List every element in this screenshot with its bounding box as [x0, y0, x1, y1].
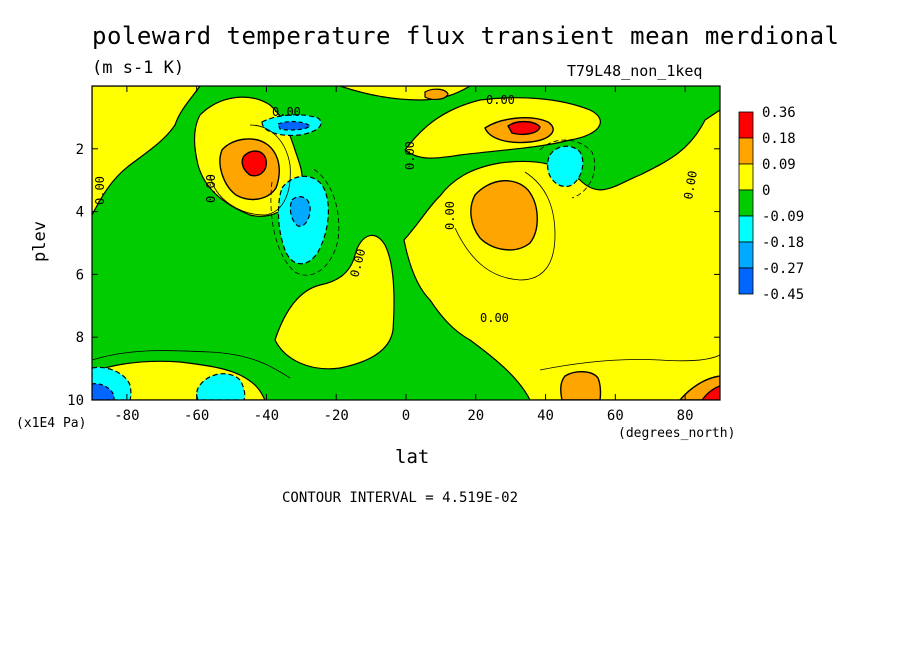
x-axis-label: lat	[395, 446, 430, 468]
colorbar-label: -0.45	[762, 287, 804, 303]
contour-label: 0.00	[403, 141, 417, 170]
red-region-corner	[701, 385, 720, 400]
red-region-nh	[507, 120, 541, 136]
colorbar-label: 0.18	[762, 131, 796, 147]
x-tick-label: 60	[607, 408, 624, 424]
units-label: (m s-1 K)	[92, 58, 185, 78]
blue-region-bottom-left	[92, 383, 115, 400]
x-tick-label: -80	[114, 408, 139, 424]
blue-region-sh	[289, 196, 311, 227]
colorbar-label: -0.27	[762, 261, 804, 277]
colorbar-label: -0.18	[762, 235, 804, 251]
run-label: T79L48_non_1keq	[567, 62, 703, 80]
red-region-sh	[241, 150, 267, 177]
contour-line	[539, 354, 720, 371]
yellow-region-sh-left	[92, 86, 201, 216]
yellow-region-mid	[274, 234, 395, 370]
contour-line	[539, 139, 596, 199]
contour-label: 0.00	[272, 105, 301, 119]
x-tick-label: -60	[184, 408, 209, 424]
axes-layer: -80 -60 -40 -20 0 20 40 60 80 2 4 6 8 10	[67, 86, 720, 424]
x-tick-label: 20	[467, 408, 484, 424]
contour-label: 0.00	[204, 174, 218, 203]
field-layer	[92, 86, 720, 400]
y-tick-label: 6	[76, 267, 84, 283]
contour-label: 0.00	[480, 311, 509, 325]
contour-label: 0.00	[681, 170, 700, 201]
contour-label: 0.00	[93, 176, 107, 205]
contour-labels: 0.00 0.00 0.00 0.00 0.00 0.00 0.00 0.00 …	[93, 93, 700, 325]
blue-region-upper-sh	[277, 120, 311, 131]
y-tick-label: 10	[67, 393, 84, 409]
orange-region-nh	[470, 180, 538, 251]
colorbar-label: -0.09	[762, 209, 804, 225]
colorbar-label: 0.09	[762, 157, 796, 173]
contour-line	[270, 167, 340, 276]
colorbar: 0.36 0.18 0.09 0 -0.09 -0.18 -0.27 -0.45	[738, 105, 804, 303]
contour-line	[209, 124, 291, 216]
y-tick-label: 2	[76, 142, 84, 158]
colorbar-swatch	[738, 241, 754, 269]
colorbar-swatch	[738, 163, 754, 191]
contour-line	[454, 171, 556, 281]
contour-label: 0.00	[443, 201, 457, 230]
x-axis-unit: (degrees_north)	[618, 426, 736, 441]
x-tick-label: 40	[537, 408, 554, 424]
orange-region-top	[424, 88, 449, 100]
colorbar-label: 0	[762, 183, 770, 199]
x-tick-label: 0	[402, 408, 410, 424]
colorbar-swatch	[738, 189, 754, 217]
cyan-region-nh	[547, 145, 584, 188]
chart-title: poleward temperature flux transient mean…	[92, 22, 840, 50]
colorbar-swatch	[738, 137, 754, 165]
y-tick-label: 4	[76, 205, 84, 221]
contour-label: 0.00	[486, 93, 515, 107]
x-tick-label: -40	[254, 408, 279, 424]
yellow-region-nh	[403, 109, 720, 400]
colorbar-swatch	[738, 215, 754, 243]
cyan-region-bottom-mid	[196, 373, 246, 400]
colorbar-swatch	[738, 267, 754, 295]
x-tick-label: 80	[677, 408, 694, 424]
colorbar-swatch	[738, 111, 754, 139]
y-axis-unit: (x1E4 Pa)	[16, 416, 87, 431]
x-tick-label: -20	[324, 408, 349, 424]
contour-line	[92, 350, 291, 379]
orange-region-bottom-nh	[560, 371, 602, 400]
y-tick-label: 8	[76, 330, 84, 346]
contour-interval-label: CONTOUR INTERVAL = 4.519E-02	[282, 490, 519, 506]
colorbar-label: 0.36	[762, 105, 796, 121]
